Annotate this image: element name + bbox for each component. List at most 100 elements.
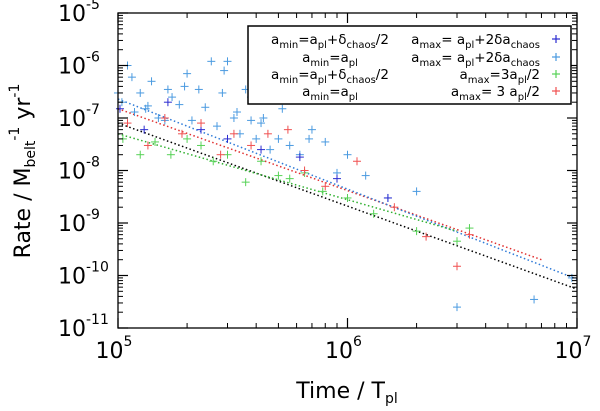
legend-right-label-2: amax=3apl/2 — [459, 67, 540, 86]
point-s1-7 — [332, 174, 341, 183]
point-s0-6 — [147, 77, 156, 86]
point-s0-33 — [361, 171, 370, 180]
point-s3-2 — [160, 114, 169, 122]
point-s0-41 — [163, 85, 172, 94]
point-s0-48 — [305, 134, 314, 143]
point-s0-27 — [285, 141, 294, 150]
y-tick-label-1: 10-10 — [58, 260, 109, 290]
point-s0-9 — [168, 93, 177, 102]
point-s3-4 — [197, 119, 206, 128]
point-s2-8 — [241, 178, 250, 187]
point-s1-2 — [163, 98, 172, 107]
point-s0-16 — [212, 122, 221, 131]
x-tick-label-2: 107 — [555, 334, 592, 364]
point-s0-23 — [252, 134, 261, 143]
point-s0-40 — [143, 101, 152, 110]
point-s2-7 — [223, 150, 232, 159]
legend-right-label-1: amax= apl+2δachaos — [411, 50, 540, 69]
point-s0-30 — [321, 137, 330, 146]
legend-left-label-2: amin=apl+δchaos/2 — [271, 67, 389, 86]
y-tick-label-3: 10-8 — [58, 155, 100, 185]
point-s2-2 — [151, 137, 160, 146]
point-s1-8 — [383, 193, 392, 202]
point-s0-11 — [180, 82, 189, 91]
point-s3-13 — [390, 203, 399, 212]
point-s3-16 — [465, 230, 474, 239]
point-s0-12 — [187, 116, 196, 125]
fit-line-3 — [117, 133, 458, 232]
point-s0-22 — [247, 116, 256, 125]
point-s2-13 — [318, 187, 327, 196]
point-s3-0 — [123, 119, 132, 128]
y-tick-label-5: 10-6 — [58, 50, 100, 80]
axis-ticks: 105 106 107 10-11 10-10 10-9 10-8 10-7 10-6 10-5 — [58, 0, 591, 364]
point-s2-3 — [166, 150, 175, 159]
point-s0-24 — [259, 114, 268, 122]
point-s1-4 — [223, 134, 232, 143]
point-s3-14 — [422, 232, 431, 241]
point-s0-43 — [220, 66, 229, 75]
point-s1-0 — [115, 104, 124, 113]
point-s0-42 — [183, 69, 192, 78]
point-s0-3 — [130, 108, 139, 117]
point-s3-12 — [352, 157, 361, 166]
point-s3-10 — [300, 166, 309, 175]
data-points — [114, 57, 576, 312]
point-s2-6 — [209, 157, 218, 166]
point-s3-7 — [247, 141, 256, 150]
point-s0-19 — [229, 114, 238, 122]
y-tick-label-0: 10-11 — [58, 312, 109, 342]
legend-marker-3 — [552, 87, 560, 95]
fit-line-1 — [117, 108, 542, 261]
point-s0-35 — [412, 187, 421, 196]
legend-box — [247, 25, 572, 105]
point-s3-5 — [216, 150, 225, 159]
point-s3-8 — [263, 129, 272, 138]
point-s2-1 — [136, 150, 145, 159]
point-s2-11 — [285, 174, 294, 183]
y-axis-label: Rate / Mbelt-1 yr-1 — [7, 84, 39, 259]
point-s0-17 — [218, 88, 227, 97]
point-s0-26 — [274, 134, 283, 143]
point-s0-44 — [232, 108, 241, 117]
legend-right-label-3: amax= 3 apl/2 — [451, 84, 540, 103]
point-s3-3 — [177, 129, 186, 138]
point-s3-1 — [143, 141, 152, 150]
point-s0-25 — [266, 145, 275, 154]
point-s2-5 — [197, 141, 206, 150]
point-s0-18 — [223, 57, 232, 66]
point-s3-9 — [283, 125, 292, 134]
legend-marker-0 — [552, 35, 560, 43]
point-s3-11 — [321, 182, 330, 191]
legend-right-label-0: amax= apl+2δachaos — [411, 32, 540, 51]
point-s0-14 — [201, 103, 210, 112]
point-s2-10 — [274, 171, 283, 180]
x-tick-label-1: 106 — [325, 334, 362, 364]
legend-marker-2 — [552, 70, 560, 78]
point-s1-1 — [140, 125, 149, 134]
point-s0-36 — [452, 303, 461, 312]
point-s2-9 — [257, 157, 266, 166]
point-s1-6 — [295, 153, 304, 162]
point-s0-4 — [136, 88, 145, 97]
legend: amin=apl+δchaos/2 amax= apl+2δachaos amin=… — [247, 25, 572, 105]
point-s2-14 — [343, 193, 352, 202]
point-s3-15 — [452, 262, 461, 271]
legend-left-label-0: amin=apl+δchaos/2 — [271, 32, 389, 51]
point-s0-15 — [207, 57, 216, 66]
y-tick-label-2: 10-9 — [58, 207, 100, 237]
point-s1-5 — [257, 145, 266, 154]
y-tick-label-6: 10-5 — [58, 0, 100, 27]
legend-left-label-1: amin=apl — [302, 50, 358, 69]
point-s2-4 — [183, 134, 192, 143]
point-s0-39 — [127, 73, 136, 82]
fit-lines — [117, 98, 578, 290]
point-s0-47 — [278, 104, 287, 113]
point-s0-29 — [307, 125, 316, 134]
point-s3-6 — [229, 129, 238, 138]
fit-line-0 — [117, 122, 578, 290]
point-s2-16 — [412, 227, 421, 236]
point-s0-10 — [175, 100, 184, 109]
point-s0-13 — [194, 85, 203, 94]
